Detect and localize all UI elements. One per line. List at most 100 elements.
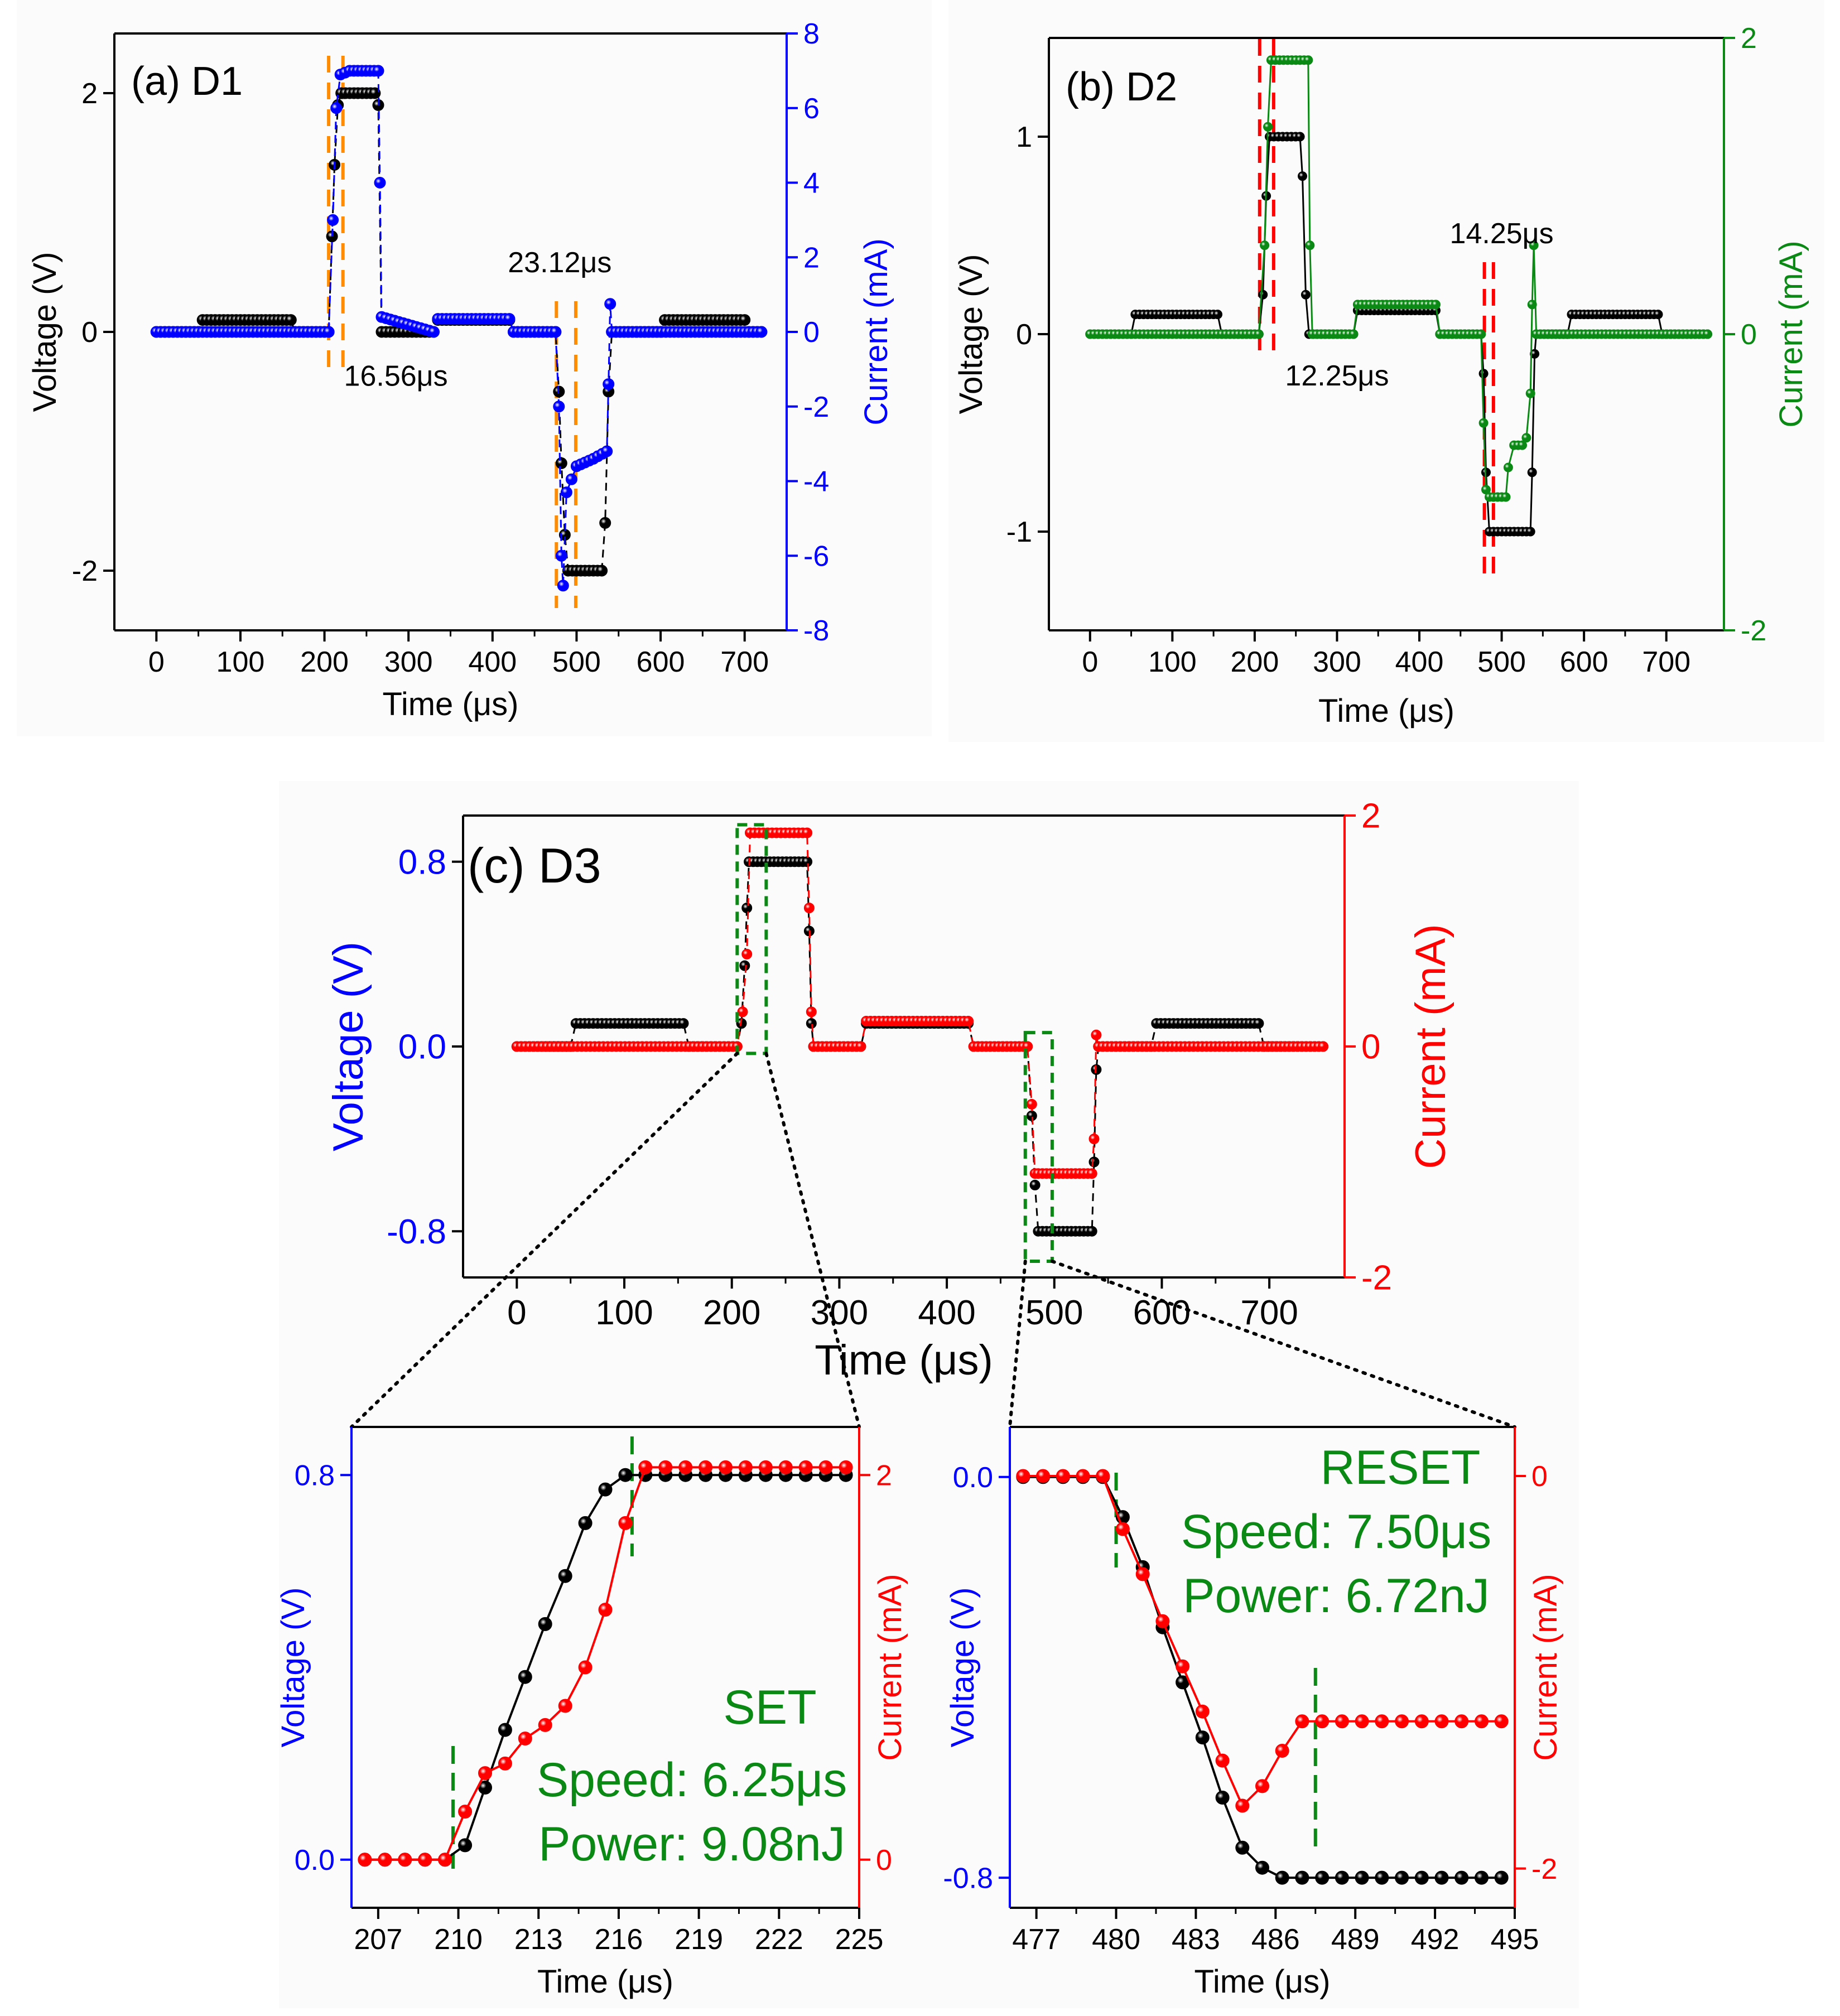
data-point-current [598,1603,613,1617]
x-tick-label-210: 210 [434,1923,483,1956]
data-point-voltage [1475,1870,1489,1885]
data-point-current [1254,329,1264,339]
x-tick-label-400: 400 [918,1294,975,1332]
data-point-current [1091,1029,1102,1040]
x-tick-label-207: 207 [354,1923,403,1956]
y-tick-label-1: 1 [1016,121,1032,153]
data-point-current [565,473,577,485]
set-label: SET [723,1681,816,1734]
data-point-current [558,1699,572,1713]
x-tick-label-300: 300 [1313,646,1361,678]
panel-title: (a) D1 [131,59,243,104]
set-speed: Speed: 6.25μs [537,1753,847,1807]
data-point-voltage [518,1670,532,1684]
data-point-current [1414,1714,1429,1729]
data-point-current [1375,1714,1389,1729]
x-tick-label-400: 400 [1395,646,1444,678]
data-point-current [372,65,384,77]
x-tick-label-213: 213 [514,1923,563,1956]
data-point-current [560,486,572,499]
x-axis-title: Time (μs) [1194,1964,1331,2000]
data-point-current [550,326,562,338]
data-point-current [518,1732,532,1746]
data-point-current [1395,1714,1409,1729]
y-tick-label-0.0: 0.0 [953,1462,993,1494]
data-point-current [1115,1522,1130,1536]
data-point-current [1703,329,1712,339]
data-point-current [1355,1714,1369,1729]
x-tick-label-700: 700 [720,646,769,678]
x-tick-label-200: 200 [300,646,349,678]
series-line-current [1090,59,1708,498]
y2-tick-label-0: 0 [803,316,820,349]
y2-tick-label-2: 2 [803,242,820,274]
data-point-current [1348,329,1359,339]
data-point-current [1503,462,1513,472]
data-point-voltage [806,1018,817,1029]
data-point-current [738,1460,753,1474]
y-tick-label--0.8: -0.8 [943,1862,993,1894]
panel-a-background [17,0,932,736]
reset-speed: Speed: 7.50μs [1181,1505,1491,1559]
data-point-voltage [599,517,611,529]
data-point-voltage [1478,369,1489,379]
x-tick-label-600: 600 [1560,646,1608,678]
data-point-voltage [678,1018,689,1029]
data-point-current [1318,1041,1328,1052]
data-point-current [503,313,516,325]
data-point-current [427,326,440,338]
data-point-voltage [555,457,567,469]
data-point-current [741,948,753,959]
data-point-current [1215,1753,1230,1768]
data-point-current [1521,433,1531,443]
data-point-current [555,549,567,562]
data-point-current [1086,1168,1097,1179]
data-point-current [678,1460,693,1474]
zoom-connector-0 [350,1052,739,1429]
data-point-voltage [558,1569,572,1583]
data-point-current [398,1853,412,1867]
data-point-current [498,1756,512,1771]
y-tick-label-0.8: 0.8 [398,843,446,882]
set-power: Power: 9.08nJ [538,1817,845,1871]
y2-axis-title: Current (mA) [858,238,894,425]
y-tick-label-0: 0 [1016,319,1032,351]
annotation-1: 14.25μs [1450,218,1554,250]
x-tick-label-600: 600 [637,646,685,678]
x-tick-label-495: 495 [1491,1923,1539,1956]
data-point-current [1475,1714,1489,1729]
data-point-current [1525,388,1535,398]
x-tick-label-700: 700 [1240,1294,1298,1332]
data-point-current [818,1460,833,1474]
data-point-current [378,1853,392,1867]
data-point-current [1501,492,1511,502]
data-point-current [330,102,343,114]
y2-tick-label--2: -2 [1531,1853,1557,1885]
reset-label: RESET [1321,1441,1481,1494]
y-tick-label-0.0: 0.0 [398,1028,446,1067]
data-point-voltage [1454,1870,1469,1885]
data-point-voltage [741,903,753,914]
series-line-current [517,832,1323,1175]
y2-tick-label-4: 4 [803,167,820,200]
y2-tick-label-2: 2 [876,1459,892,1492]
data-point-voltage [1086,1226,1097,1237]
x-tick-label-200: 200 [703,1294,760,1332]
data-point-current [719,1460,733,1474]
x-tick-label-700: 700 [1642,646,1690,678]
panel-title: (c) D3 [468,838,601,893]
data-point-voltage [1653,310,1663,320]
data-point-voltage [498,1723,512,1737]
data-point-voltage [1255,1860,1269,1875]
x-tick-label-225: 225 [835,1923,884,1956]
data-point-current [1518,440,1527,450]
data-point-voltage [598,1482,613,1497]
panel-title: (b) D2 [1066,65,1177,109]
x-tick-label-219: 219 [675,1923,723,1956]
y2-axis-title: Current (mA) [872,1574,908,1761]
data-point-voltage [1525,527,1535,537]
data-point-current [1255,1779,1269,1793]
y-tick-label-0.8: 0.8 [295,1459,335,1492]
data-point-current [1026,1099,1037,1110]
